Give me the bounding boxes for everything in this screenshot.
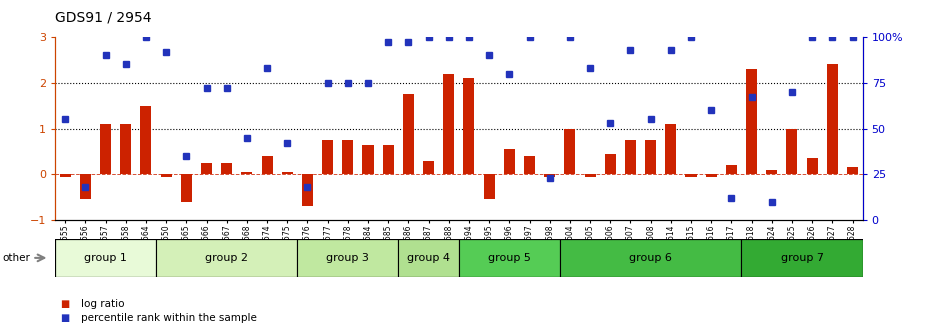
Bar (261, 156, 273, 174)
Bar (383, 144, 393, 174)
Text: percentile rank within the sample: percentile rank within the sample (81, 312, 256, 323)
Bar (161, 174, 172, 177)
Bar (484, 174, 495, 200)
Bar (80, 174, 91, 200)
Bar (302, 174, 313, 206)
Bar (55, 239, 156, 277)
Text: group 7: group 7 (781, 253, 824, 263)
Bar (564, 129, 576, 174)
Text: GDS91 / 2954: GDS91 / 2954 (55, 10, 152, 24)
Text: group 4: group 4 (407, 253, 450, 263)
Bar (297, 239, 398, 277)
Bar (625, 140, 636, 174)
Text: group 3: group 3 (327, 253, 370, 263)
Bar (826, 65, 838, 174)
Bar (560, 239, 741, 277)
Bar (282, 172, 293, 174)
Bar (180, 174, 192, 202)
Bar (686, 174, 696, 177)
Bar (403, 94, 414, 174)
Bar (363, 144, 373, 174)
Bar (459, 239, 560, 277)
Bar (141, 106, 151, 174)
Bar (241, 172, 253, 174)
Text: other: other (2, 253, 29, 263)
Bar (847, 167, 858, 174)
Bar (201, 163, 212, 174)
Bar (398, 239, 459, 277)
Text: ■: ■ (60, 299, 69, 309)
Bar (665, 124, 676, 174)
Bar (322, 140, 333, 174)
Bar (156, 239, 297, 277)
Bar (746, 69, 757, 174)
Bar (121, 124, 131, 174)
Bar (767, 170, 777, 174)
Bar (726, 165, 737, 174)
Bar (741, 239, 863, 277)
Bar (100, 124, 111, 174)
Bar (342, 140, 353, 174)
Bar (464, 78, 474, 174)
Text: ■: ■ (60, 312, 69, 323)
Bar (221, 163, 232, 174)
Text: group 5: group 5 (488, 253, 531, 263)
Text: group 6: group 6 (629, 253, 672, 263)
Bar (645, 140, 656, 174)
Bar (504, 149, 515, 174)
Bar (584, 174, 596, 177)
Bar (544, 174, 555, 177)
Bar (807, 158, 818, 174)
Bar (605, 154, 616, 174)
Bar (423, 161, 434, 174)
Text: group 2: group 2 (205, 253, 248, 263)
Bar (60, 174, 70, 177)
Text: group 1: group 1 (85, 253, 127, 263)
Bar (706, 174, 716, 177)
Bar (787, 129, 797, 174)
Bar (444, 74, 454, 174)
Bar (524, 156, 535, 174)
Text: log ratio: log ratio (81, 299, 124, 309)
